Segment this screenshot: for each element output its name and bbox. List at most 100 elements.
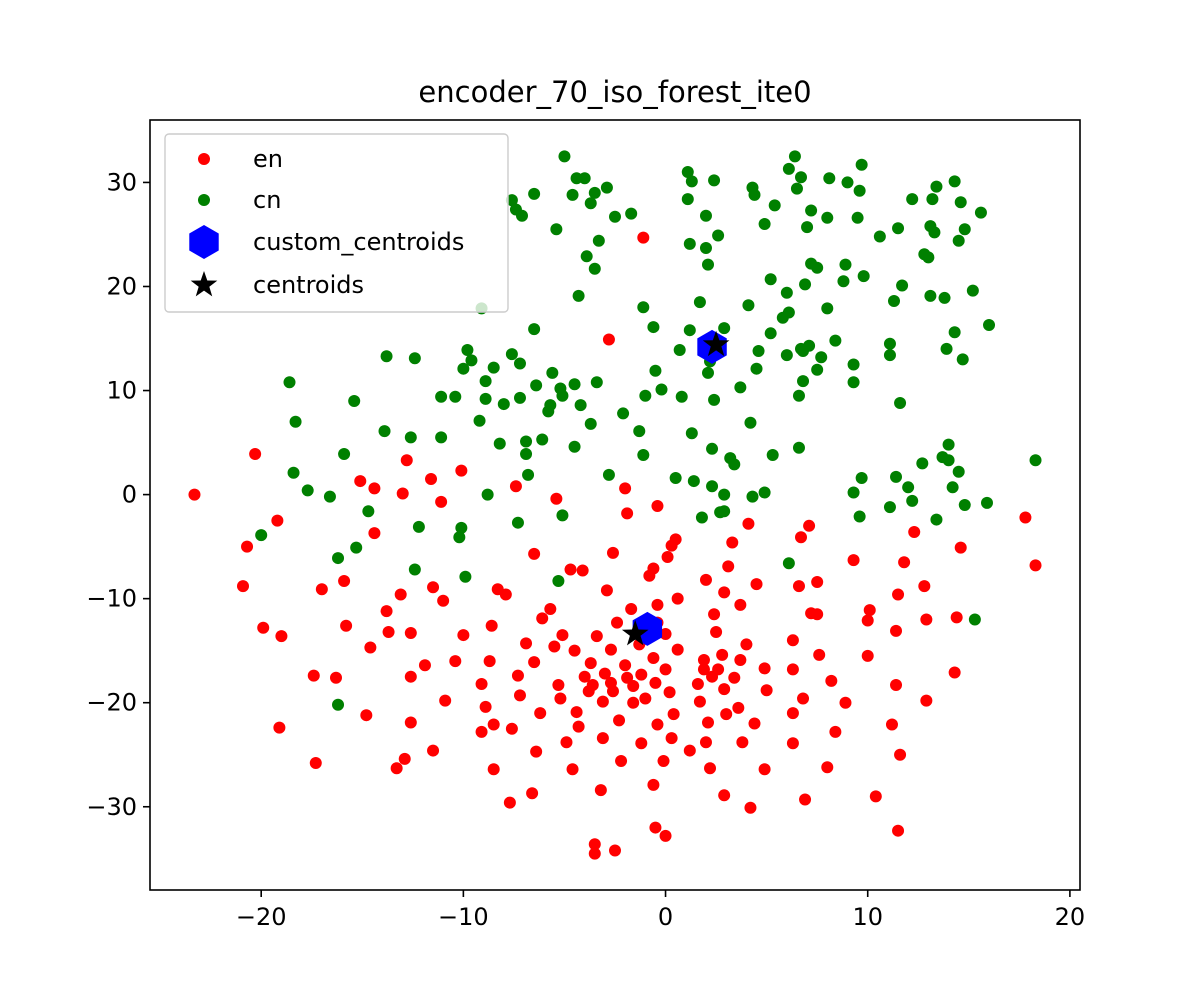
cn-point — [685, 427, 698, 440]
en-point — [799, 793, 812, 806]
en-point — [475, 725, 488, 738]
en-point — [693, 695, 706, 708]
en-point — [354, 475, 367, 488]
cn-point — [924, 289, 937, 302]
en-point — [736, 736, 749, 749]
y-tick-label: 20 — [106, 272, 137, 300]
cn-point — [942, 454, 955, 467]
plot-frame — [149, 119, 1081, 891]
cn-point — [890, 470, 903, 483]
cn-point — [847, 486, 860, 499]
en-point — [734, 598, 747, 611]
en-point — [499, 588, 512, 601]
cn-point — [906, 494, 919, 507]
en-point — [1029, 559, 1042, 572]
cn-point — [435, 431, 448, 444]
en-point — [271, 514, 284, 527]
en-point — [649, 821, 662, 834]
en-point — [598, 667, 611, 680]
en-point — [380, 605, 393, 618]
en-point — [609, 844, 621, 857]
cn-point — [766, 449, 779, 462]
legend-label: centroids — [253, 271, 364, 299]
cn-point — [493, 437, 506, 450]
cn-point — [408, 352, 421, 365]
en-point — [716, 648, 729, 661]
x-tick-label: 20 — [1055, 903, 1086, 931]
cn-point — [841, 176, 854, 189]
cn-point — [681, 193, 694, 206]
en-point — [275, 630, 288, 643]
cn-point — [942, 438, 955, 451]
legend-label: cn — [253, 186, 281, 214]
cn-point — [412, 520, 425, 533]
cn-point — [338, 448, 351, 461]
en-point — [786, 707, 799, 720]
cn-point — [669, 471, 682, 484]
en-point — [621, 507, 634, 520]
chart-title: encoder_70_iso_forest_ite0 — [418, 75, 811, 109]
legend-marker-en — [198, 153, 210, 165]
legend-marker-centroids — [190, 271, 218, 297]
cn-point — [966, 284, 979, 297]
cn-point — [968, 613, 981, 626]
en-point — [671, 643, 684, 656]
cn-point — [926, 193, 939, 206]
en-point — [908, 526, 921, 539]
en-point — [590, 630, 603, 643]
en-point — [792, 580, 805, 593]
cn-point — [568, 440, 581, 453]
cn-point — [566, 188, 579, 201]
en-point — [659, 628, 672, 641]
en-point — [732, 701, 745, 714]
cn-point — [625, 207, 638, 220]
cn-point — [617, 407, 630, 420]
cn-point — [948, 175, 961, 188]
en-point — [309, 757, 322, 770]
en-point — [526, 787, 539, 800]
en-point — [712, 663, 725, 676]
en-point — [892, 588, 905, 601]
cn-point — [584, 197, 597, 210]
cn-point — [408, 563, 421, 576]
x-axis: −20 −10 0 10 20 — [236, 890, 1085, 931]
cn-point — [792, 441, 805, 454]
cn-point — [764, 273, 777, 286]
cn-point — [681, 166, 694, 179]
cn-point — [892, 222, 905, 235]
en-point — [606, 685, 619, 698]
cn-point — [459, 570, 472, 583]
cn-point — [283, 376, 296, 389]
cn-point — [520, 435, 533, 448]
cn-point — [708, 174, 721, 187]
en-point — [586, 679, 599, 692]
cn-point — [639, 389, 652, 402]
cn-point — [823, 172, 836, 185]
en-point — [671, 592, 684, 605]
cn-point — [702, 258, 714, 271]
cn-point — [916, 457, 929, 470]
cn-point — [792, 389, 805, 402]
en-point — [861, 649, 874, 662]
cn-point — [873, 230, 886, 243]
en-point — [890, 679, 903, 692]
en-point — [708, 608, 721, 621]
en-point — [330, 671, 342, 684]
cn-point — [332, 552, 345, 565]
en-point — [396, 487, 409, 500]
cn-point — [883, 501, 896, 514]
cn-point — [829, 334, 842, 347]
en-point — [511, 669, 524, 682]
en-point — [418, 659, 431, 672]
en-point — [795, 531, 807, 544]
cn-point — [479, 375, 492, 388]
en-point — [734, 654, 747, 667]
en-point — [697, 654, 710, 667]
en-point — [594, 784, 607, 797]
en-point — [550, 492, 563, 505]
en-point — [669, 533, 682, 546]
cn-point — [758, 486, 771, 499]
legend: en cn custom_centroids centroids — [164, 133, 509, 313]
en-point — [635, 737, 648, 750]
cn-point — [790, 182, 803, 195]
